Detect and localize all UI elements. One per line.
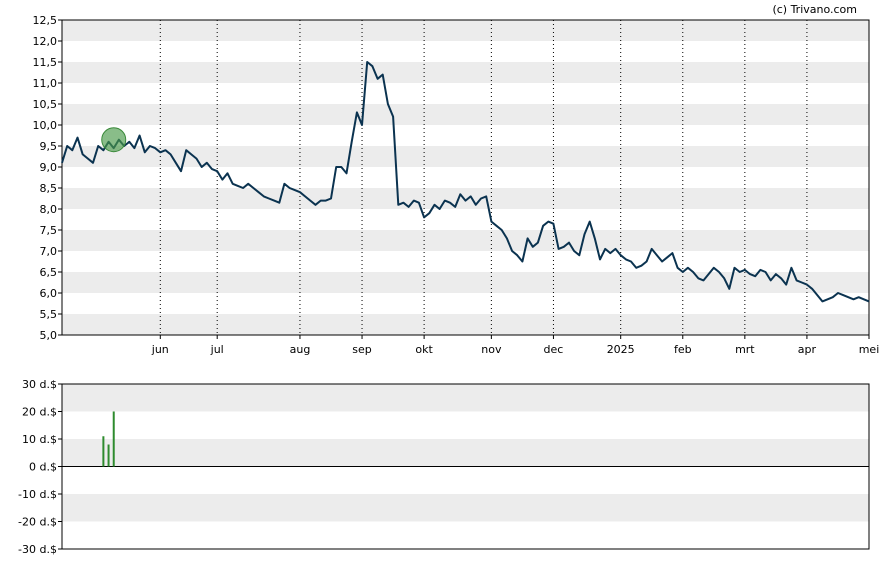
price-x-axis: jun jul aug sep okt nov dec 2025 feb mrt apr mei [151, 335, 879, 356]
volume-band [62, 439, 869, 467]
price-y-tick-label: 12,5 [33, 14, 58, 27]
price-y-tick-label: 9,0 [40, 161, 58, 174]
price-x-tick-label: aug [290, 343, 311, 356]
volume-y-tick-label: 0 d.$ [29, 461, 57, 474]
source-credit: (c) Trivano.com [772, 3, 857, 16]
price-x-tick-label: sep [352, 343, 371, 356]
volume-y-tick-label: -30 d.$ [18, 543, 57, 556]
volume-band [62, 384, 869, 412]
volume-y-tick-label: 30 d.$ [22, 378, 57, 391]
price-x-tick-label: jun [151, 343, 169, 356]
price-band [62, 62, 869, 83]
price-x-tick-label: mrt [735, 343, 755, 356]
price-band [62, 188, 869, 209]
price-y-tick-label: 8,5 [40, 182, 58, 195]
price-band [62, 230, 869, 251]
price-band [62, 146, 869, 167]
volume-y-tick-label: 10 d.$ [22, 433, 57, 446]
price-y-tick-label: 6,5 [40, 266, 58, 279]
highlight-marker [101, 127, 127, 153]
price-x-tick-label: okt [415, 343, 433, 356]
price-x-tick-label: jul [210, 343, 224, 356]
price-panel-bands [62, 20, 869, 335]
price-y-tick-label: 11,0 [33, 77, 58, 90]
price-x-tick-label: 2025 [607, 343, 635, 356]
volume-y-tick-label: -10 d.$ [18, 488, 57, 501]
price-y-tick-label: 12,0 [33, 35, 58, 48]
price-band [62, 272, 869, 293]
price-y-tick-label: 7,0 [40, 245, 58, 258]
price-y-tick-label: 5,5 [40, 308, 58, 321]
price-x-tick-label: feb [674, 343, 692, 356]
price-x-tick-label: dec [544, 343, 564, 356]
price-y-tick-label: 6,0 [40, 287, 58, 300]
price-band [62, 314, 869, 335]
price-x-tick-label: nov [481, 343, 502, 356]
price-x-tick-label: apr [798, 343, 817, 356]
volume-y-tick-label: -20 d.$ [18, 516, 57, 529]
volume-panel-bands [62, 384, 869, 522]
price-y-tick-label: 5,0 [40, 329, 58, 342]
price-series-line [61, 61, 870, 303]
price-y-tick-label: 9,5 [40, 140, 58, 153]
price-band [62, 20, 869, 41]
volume-band [62, 494, 869, 522]
price-band [62, 104, 869, 125]
price-y-tick-label: 10,0 [33, 119, 58, 132]
volume-y-axis: 30 d.$ 20 d.$ 10 d.$ 0 d.$ -10 d.$ -20 d.$ -30… [18, 378, 62, 556]
volume-bars [102, 411, 115, 467]
price-x-tick-label: mei [859, 343, 880, 356]
price-y-tick-label: 11,5 [33, 56, 58, 69]
price-y-axis: 5,0 5,5 6,0 6,5 7,0 7,5 8,0 8,5 9,0 9,5 10,0 10,5 11… [33, 14, 62, 342]
price-y-tick-label: 10,5 [33, 98, 58, 111]
price-y-tick-label: 7,5 [40, 224, 58, 237]
volume-y-tick-label: 20 d.$ [22, 406, 57, 419]
price-y-tick-label: 8,0 [40, 203, 58, 216]
price-panel-frame [61, 19, 870, 336]
